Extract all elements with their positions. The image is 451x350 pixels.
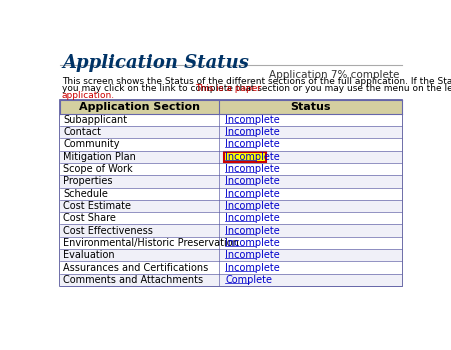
Bar [60, 150, 402, 163]
Bar [60, 175, 402, 188]
Text: you may click on the link to complete that section or you may use the menu on th: you may click on the link to complete th… [62, 84, 451, 93]
Bar [224, 152, 266, 162]
Bar [60, 100, 402, 114]
Bar [60, 126, 402, 138]
Text: Comments and Attachments: Comments and Attachments [63, 275, 203, 285]
Text: Cost Share: Cost Share [63, 214, 116, 223]
Text: Cost Estimate: Cost Estimate [63, 201, 131, 211]
Bar [60, 224, 402, 237]
Text: Incomplete: Incomplete [226, 214, 280, 223]
Text: Application Section: Application Section [79, 102, 200, 112]
Text: Incomplete: Incomplete [226, 127, 280, 137]
Text: Mitigation Plan: Mitigation Plan [63, 152, 136, 162]
Text: Incomplete: Incomplete [226, 139, 280, 149]
Bar [60, 200, 402, 212]
Text: Status: Status [290, 102, 331, 112]
Text: Incomplete: Incomplete [226, 250, 280, 260]
Text: Evaluation: Evaluation [63, 250, 115, 260]
Text: Complete: Complete [226, 275, 272, 285]
Text: This screen shows the Status of the different sections of the full application. : This screen shows the Status of the diff… [62, 77, 451, 86]
Text: Assurances and Certifications: Assurances and Certifications [63, 262, 209, 273]
Text: Incomplete: Incomplete [226, 164, 280, 174]
Bar [60, 261, 402, 274]
Bar [60, 237, 402, 249]
Text: Incomplete: Incomplete [226, 262, 280, 273]
Text: Properties: Properties [63, 176, 113, 186]
Text: Scope of Work: Scope of Work [63, 164, 133, 174]
Text: Community: Community [63, 139, 120, 149]
Bar [60, 249, 402, 261]
Text: Contact: Contact [63, 127, 101, 137]
Bar [60, 114, 402, 126]
Text: application.: application. [62, 91, 115, 99]
Bar [60, 163, 402, 175]
Bar [60, 138, 402, 150]
Text: Incomplete: Incomplete [226, 189, 280, 199]
Text: Environmental/Historic Preservation: Environmental/Historic Preservation [63, 238, 239, 248]
Text: Incomplete: Incomplete [226, 176, 280, 186]
Text: Incomplete: Incomplete [226, 238, 280, 248]
Text: Incomplete: Incomplete [226, 226, 280, 236]
Text: Incomplete: Incomplete [226, 115, 280, 125]
Bar [60, 100, 402, 286]
Bar [60, 188, 402, 200]
Text: This is a paper: This is a paper [195, 84, 261, 93]
Text: Cost Effectiveness: Cost Effectiveness [63, 226, 153, 236]
Bar [60, 212, 402, 224]
Text: Subapplicant: Subapplicant [63, 115, 128, 125]
Text: Application 7% complete: Application 7% complete [269, 70, 400, 80]
Bar [60, 274, 402, 286]
Text: Application Status: Application Status [63, 54, 249, 71]
Text: Incomplete: Incomplete [226, 201, 280, 211]
Text: Incomplete: Incomplete [226, 152, 280, 162]
Text: Schedule: Schedule [63, 189, 108, 199]
